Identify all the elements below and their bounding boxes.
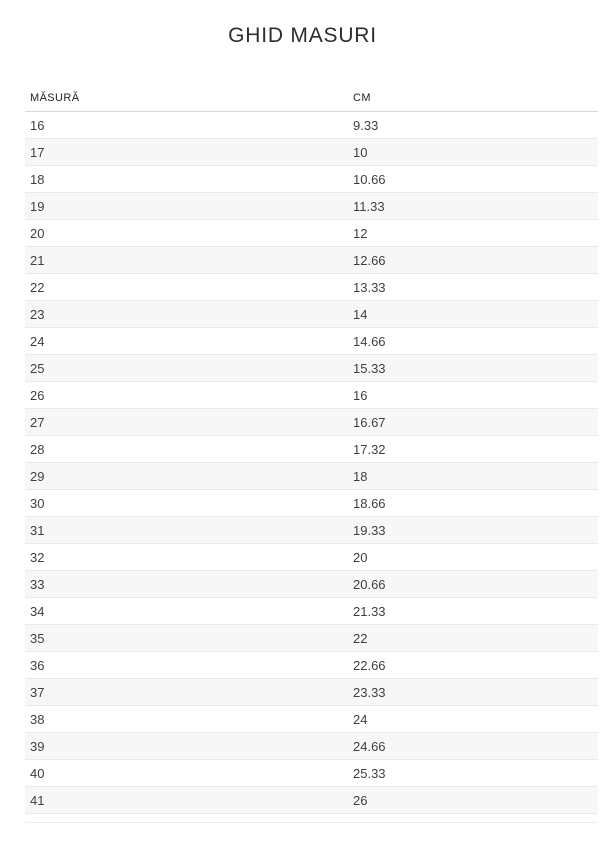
size-cell: 31 [25, 516, 348, 544]
table-row: 16 9.33 [25, 111, 598, 139]
cm-cell: 14.66 [348, 327, 598, 355]
table-row: 21 12.66 [25, 246, 598, 274]
size-cell: 28 [25, 435, 348, 463]
cm-cell: 19.33 [348, 516, 598, 544]
size-guide-page: GHID MASURI MĂSURĂ CM 16 9.33 17 10 18 10.66 1… [0, 23, 605, 823]
size-cell: 32 [25, 543, 348, 571]
table-row: 20 12 [25, 219, 598, 247]
cm-cell: 12.66 [348, 246, 598, 274]
cm-cell: 15.33 [348, 354, 598, 382]
table-row: 18 10.66 [25, 165, 598, 193]
table-row: 39 24.66 [25, 732, 598, 760]
table-row: 34 21.33 [25, 597, 598, 625]
table-row: 23 14 [25, 300, 598, 328]
cm-cell: 9.33 [348, 111, 598, 139]
size-cell: 40 [25, 759, 348, 787]
table-row: 31 19.33 [25, 516, 598, 544]
page-title: GHID MASURI [228, 24, 377, 47]
table-row: 29 18 [25, 462, 598, 490]
size-cell: 37 [25, 678, 348, 706]
size-cell: 35 [25, 624, 348, 652]
size-cell: 17 [25, 138, 348, 166]
cm-cell: 20.66 [348, 570, 598, 598]
cm-cell: 22.66 [348, 651, 598, 679]
cm-cell: 10 [348, 138, 598, 166]
table-row: 37 23.33 [25, 678, 598, 706]
cm-cell: 24 [348, 705, 598, 733]
size-cell: 33 [25, 570, 348, 598]
table-row: 38 24 [25, 705, 598, 733]
table-row: 27 16.67 [25, 408, 598, 436]
size-cell: 16 [25, 111, 348, 139]
cm-cell: 17.32 [348, 435, 598, 463]
header-row: MĂSURĂ CM [25, 90, 598, 112]
cm-cell: 16.67 [348, 408, 598, 436]
table-row: 25 15.33 [25, 354, 598, 382]
table-row: 22 13.33 [25, 273, 598, 301]
cm-cell: 18 [348, 462, 598, 490]
size-cell: 24 [25, 327, 348, 355]
table-row: 17 10 [25, 138, 598, 166]
size-cell: 41 [25, 786, 348, 814]
table-row: 28 17.32 [25, 435, 598, 463]
size-cell: 39 [25, 732, 348, 760]
table-row: 36 22.66 [25, 651, 598, 679]
cm-cell: 20 [348, 543, 598, 571]
column-header-cm: CM [348, 90, 598, 112]
size-cell: 26 [25, 381, 348, 409]
size-cell: 38 [25, 705, 348, 733]
cm-cell: 22 [348, 624, 598, 652]
cm-cell: 10.66 [348, 165, 598, 193]
size-cell: 36 [25, 651, 348, 679]
size-cell: 23 [25, 300, 348, 328]
cm-cell: 24.66 [348, 732, 598, 760]
cm-cell: 13.33 [348, 273, 598, 301]
cm-cell: 25.33 [348, 759, 598, 787]
table-header: MĂSURĂ CM [25, 90, 598, 112]
size-cell: 30 [25, 489, 348, 517]
size-cell: 25 [25, 354, 348, 382]
size-cell: 21 [25, 246, 348, 274]
cm-cell: 12 [348, 219, 598, 247]
size-cell: 27 [25, 408, 348, 436]
table-row: 33 20.66 [25, 570, 598, 598]
table-row: 19 11.33 [25, 192, 598, 220]
size-guide-table: MĂSURĂ CM 16 9.33 17 10 18 10.66 19 11.33 20 12 21… [25, 90, 598, 814]
partial-next-row [25, 814, 598, 823]
size-cell: 34 [25, 597, 348, 625]
table-row: 41 26 [25, 786, 598, 814]
table-row: 30 18.66 [25, 489, 598, 517]
table-row: 40 25.33 [25, 759, 598, 787]
table-row: 32 20 [25, 543, 598, 571]
size-cell: 19 [25, 192, 348, 220]
table-body: 16 9.33 17 10 18 10.66 19 11.33 20 12 21 12.66 22 13.… [25, 111, 598, 814]
cm-cell: 23.33 [348, 678, 598, 706]
table-row: 24 14.66 [25, 327, 598, 355]
table-row: 26 16 [25, 381, 598, 409]
cm-cell: 14 [348, 300, 598, 328]
size-cell: 29 [25, 462, 348, 490]
cm-cell: 26 [348, 786, 598, 814]
cm-cell: 21.33 [348, 597, 598, 625]
table-row: 35 22 [25, 624, 598, 652]
size-cell: 22 [25, 273, 348, 301]
size-cell: 18 [25, 165, 348, 193]
cm-cell: 11.33 [348, 192, 598, 220]
size-cell: 20 [25, 219, 348, 247]
cm-cell: 16 [348, 381, 598, 409]
column-header-masura: MĂSURĂ [25, 90, 348, 112]
cm-cell: 18.66 [348, 489, 598, 517]
